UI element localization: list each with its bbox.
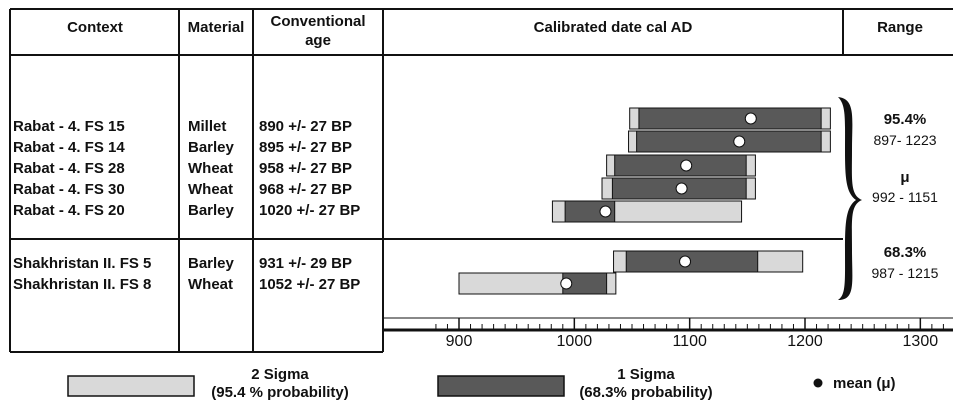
sigma1-bar	[564, 200, 616, 223]
row-age: 958 +/- 27 BP	[259, 160, 352, 177]
row-age: 968 +/- 27 BP	[259, 181, 352, 198]
mean-marker	[733, 135, 746, 148]
range-mu-label: μ	[900, 169, 909, 186]
row-material: Wheat	[188, 276, 233, 293]
calibration-bars	[458, 107, 831, 295]
row-context: Rabat - 4. FS 28	[13, 160, 125, 177]
header-conventional-age-line1: Conventional	[270, 13, 365, 30]
x-axis: 900 1000 1100 1200 1300	[435, 318, 944, 350]
row-material: Barley	[188, 202, 235, 219]
range-68-value: 987 - 1215	[872, 265, 939, 281]
row-age: 931 +/- 29 BP	[259, 255, 352, 272]
range-95-value: 897- 1223	[873, 132, 936, 148]
sigma1-bar	[638, 107, 822, 130]
range-mu-value: 992 - 1151	[872, 189, 938, 205]
x-tick-label: 900	[446, 333, 473, 350]
range-95-label: 95.4%	[884, 111, 927, 128]
row-age: 1020 +/- 27 BP	[259, 202, 360, 219]
header-material: Material	[188, 19, 245, 36]
row-material: Wheat	[188, 181, 233, 198]
table-grid	[9, 8, 953, 353]
legend-one-sigma-label: 1 Sigma	[617, 366, 675, 383]
x-tick-label: 1000	[557, 333, 593, 350]
x-tick-label: 1300	[903, 333, 939, 350]
header-context: Context	[67, 19, 123, 36]
mean-marker	[679, 255, 692, 268]
row-material: Millet	[188, 118, 226, 135]
x-tick-label: 1200	[787, 333, 823, 350]
mean-marker	[744, 112, 757, 125]
row-context: Shakhristan II. FS 5	[13, 255, 151, 272]
row-age: 1052 +/- 27 BP	[259, 276, 360, 293]
range-brace	[838, 97, 862, 300]
legend: 2 Sigma (95.4 % probability) 1 Sigma (68…	[67, 366, 896, 401]
header-conventional-age-line2: age	[305, 32, 331, 49]
legend-mean-label: mean (μ)	[833, 375, 896, 392]
row-age: 890 +/- 27 BP	[259, 118, 352, 135]
row-material: Barley	[188, 255, 235, 272]
legend-one-sigma-prob: (68.3% probability)	[579, 384, 712, 401]
mean-marker	[675, 182, 688, 195]
legend-mean-dot-icon	[813, 378, 823, 388]
row-context: Rabat - 4. FS 15	[13, 118, 125, 135]
table-rows: Rabat - 4. FS 15 Millet 890 +/- 27 BP Rabat…	[13, 118, 360, 293]
legend-two-sigma-swatch	[67, 375, 195, 397]
row-context: Shakhristan II. FS 8	[13, 276, 151, 293]
legend-one-sigma-swatch	[437, 375, 565, 397]
mean-marker	[680, 159, 693, 172]
mean-marker	[560, 277, 573, 290]
mean-marker	[599, 205, 612, 218]
row-material: Wheat	[188, 160, 233, 177]
row-age: 895 +/- 27 BP	[259, 139, 352, 156]
range-68-label: 68.3%	[884, 244, 927, 261]
sigma1-bar	[625, 250, 759, 273]
row-context: Rabat - 4. FS 14	[13, 139, 125, 156]
row-context: Rabat - 4. FS 20	[13, 202, 125, 219]
sigma1-bar	[636, 130, 822, 153]
x-tick-label: 1100	[672, 333, 707, 350]
legend-two-sigma-label: 2 Sigma	[251, 366, 309, 383]
legend-two-sigma-prob: (95.4 % probability)	[211, 384, 349, 401]
row-material: Barley	[188, 139, 235, 156]
header-range: Range	[877, 19, 923, 36]
header-calibrated-date: Calibrated date cal AD	[534, 19, 693, 36]
row-context: Rabat - 4. FS 30	[13, 181, 125, 198]
